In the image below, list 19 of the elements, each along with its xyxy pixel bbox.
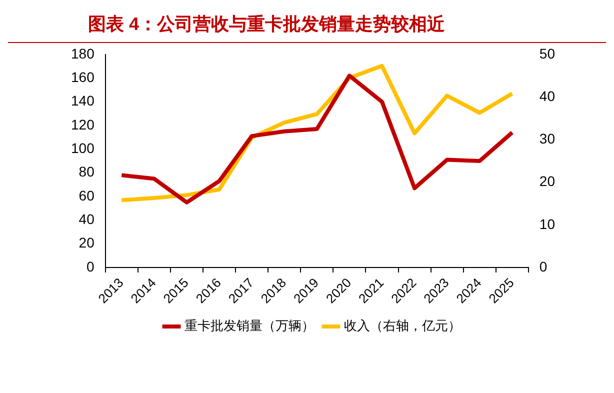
y2-tick-label: 40	[539, 88, 556, 104]
y-tick-label: 80	[78, 164, 95, 180]
y-tick-label: 160	[71, 68, 95, 85]
y2-tick-label: 10	[539, 216, 556, 232]
legend-label: 重卡批发销量（万辆）	[184, 318, 314, 334]
y-tick-label: 40	[78, 211, 95, 228]
y-tick-label: 60	[78, 187, 95, 204]
y2-tick-label: 30	[539, 130, 556, 147]
chart-title: 图表 4：公司营收与重卡批发销量走势较相近	[8, 8, 606, 43]
y-tick-label: 140	[71, 92, 95, 109]
legend-label: 收入（右轴，亿元）	[344, 318, 461, 334]
y-tick-label: 100	[71, 140, 95, 156]
y2-tick-label: 50	[539, 45, 556, 62]
y-tick-label: 0	[86, 258, 95, 274]
y-tick-label: 180	[71, 45, 95, 62]
y-tick-label: 20	[78, 234, 95, 251]
y-tick-label: 120	[71, 116, 95, 132]
y2-tick-label: 0	[539, 258, 548, 274]
y2-tick-label: 20	[539, 173, 556, 190]
